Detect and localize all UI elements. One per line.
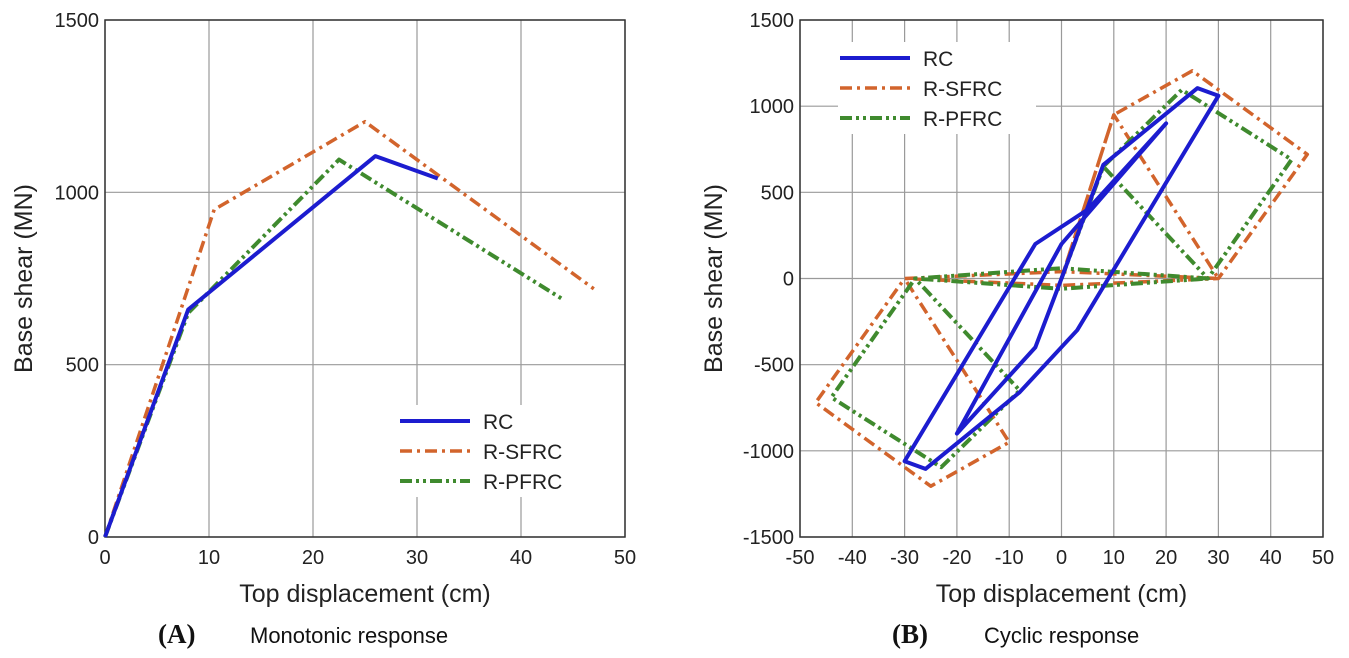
x-tick-label: 30: [1207, 547, 1229, 569]
y-tick-label: 500: [761, 182, 794, 204]
chart-panel-b: -50 -40 -30 -20 -10 0 10 20 30 40 50 -1500 -1000 -500…: [700, 10, 1334, 649]
y-tick-label: -500: [754, 355, 794, 377]
x-tick-label: 40: [510, 547, 532, 569]
x-tick-label: -10: [995, 547, 1024, 569]
legend-label: R-PFRC: [483, 471, 562, 494]
y-tick-label: 500: [66, 355, 99, 377]
panel-letter: (B): [892, 619, 928, 649]
y-tick-label: -1500: [743, 527, 794, 549]
legend-label: RC: [483, 411, 513, 434]
series-line-r-sfrc: [103, 119, 595, 538]
series-line-r-pfrc: [829, 87, 1294, 470]
legend-label: RC: [923, 48, 953, 71]
series-line-rc: [902, 86, 1221, 471]
panel-letter: (A): [158, 619, 195, 649]
y-tick-label: 0: [783, 269, 794, 291]
x-tick-label: 0: [99, 547, 110, 569]
x-tick-label: 30: [406, 547, 428, 569]
legend-label: R-SFRC: [923, 78, 1002, 101]
x-tick-label: -40: [838, 547, 867, 569]
x-tick-label: -20: [942, 547, 971, 569]
x-tick-label: -30: [890, 547, 919, 569]
plot-frame: [799, 19, 1324, 538]
x-tick-label: 40: [1260, 547, 1282, 569]
panel-caption: Monotonic response: [250, 623, 448, 648]
x-tick-label: -50: [786, 547, 815, 569]
series-line-r-pfrc: [103, 157, 564, 538]
series-line-rc: [103, 154, 439, 538]
x-tick-label: 0: [1056, 547, 1067, 569]
x-tick-label: 20: [302, 547, 324, 569]
x-tick-label: 50: [614, 547, 636, 569]
legend: RC R-SFRC R-PFRC: [838, 42, 1036, 134]
plot-frame: [104, 19, 626, 538]
legend-label: R-SFRC: [483, 441, 562, 464]
x-tick-label: 10: [198, 547, 220, 569]
panel-caption: Cyclic response: [984, 623, 1139, 648]
series-line-r-sfrc: [813, 69, 1310, 488]
y-axis-label: Base shear (MN): [700, 184, 728, 373]
legend-label: R-PFRC: [923, 108, 1002, 131]
y-tick-label: 0: [88, 527, 99, 549]
y-tick-label: 1000: [750, 96, 795, 118]
x-tick-label: 10: [1103, 547, 1125, 569]
y-tick-label: 1500: [55, 10, 100, 32]
y-tick-label: -1000: [743, 441, 794, 463]
legend: RC R-SFRC R-PFRC: [398, 405, 596, 497]
y-tick-label: 1000: [55, 182, 100, 204]
x-axis-label: Top displacement (cm): [239, 580, 490, 608]
x-axis-label: Top displacement (cm): [936, 580, 1187, 608]
x-tick-label: 50: [1312, 547, 1334, 569]
y-axis-label: Base shear (MN): [10, 184, 38, 373]
x-tick-label: 20: [1155, 547, 1177, 569]
y-tick-label: 1500: [750, 10, 795, 32]
